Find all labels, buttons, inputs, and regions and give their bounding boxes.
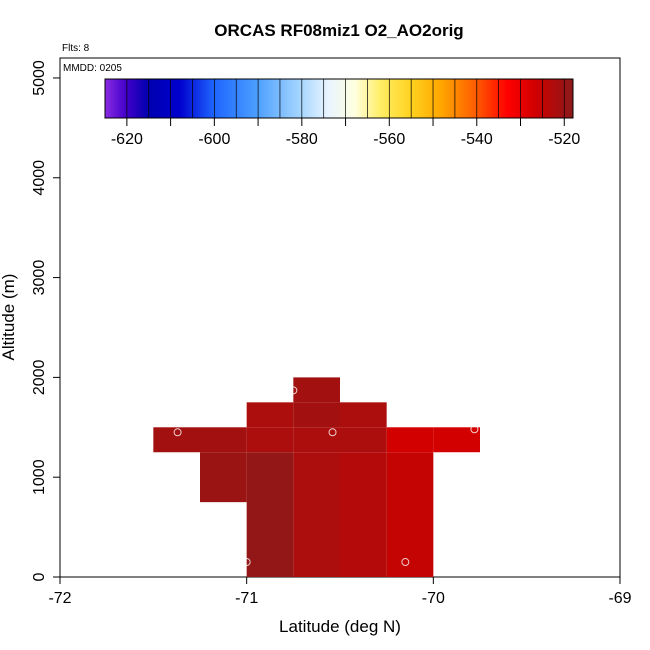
flight-point-marker xyxy=(289,386,298,395)
flight-points xyxy=(173,386,479,567)
y-tick-label: 4000 xyxy=(31,160,48,196)
colorbar-tick-label: -580 xyxy=(286,131,318,148)
heatmap-cell xyxy=(246,427,294,453)
heatmap-cell xyxy=(293,402,340,428)
y-tick-label: 0 xyxy=(31,572,48,581)
colorbar-gradient xyxy=(104,78,574,119)
x-tick-label: -72 xyxy=(48,590,71,607)
heatmap-cell xyxy=(293,427,340,453)
x-tick-label: -70 xyxy=(422,590,445,607)
y-axis-label: Altitude (m) xyxy=(0,274,18,361)
heatmap-cell xyxy=(340,452,387,577)
heatmap-cell xyxy=(386,452,434,577)
heatmap-cells xyxy=(153,377,480,577)
heatmap-cell xyxy=(200,427,247,453)
heatmap-cell xyxy=(340,427,387,453)
flight-point-marker xyxy=(242,558,251,567)
flight-point-marker xyxy=(328,428,337,437)
x-tick-label: -71 xyxy=(235,590,258,607)
heatmap-cell xyxy=(340,402,387,428)
y-tick-label: 2000 xyxy=(31,359,48,395)
heatmap-cell xyxy=(293,377,340,403)
colorbar-tick-label: -540 xyxy=(461,131,493,148)
colorbar-tick-label: -520 xyxy=(548,131,580,148)
colorbar: -620 -600 -580 -560 -540 -520 xyxy=(104,78,580,148)
colorbar-tick-label: -600 xyxy=(198,131,230,148)
chart-title: ORCAS RF08miz1 O2_AO2orig xyxy=(214,21,463,40)
flight-point-marker xyxy=(401,558,410,567)
y-tick-label: 5000 xyxy=(31,60,48,96)
flight-point-marker xyxy=(470,425,479,434)
heatmap-cell xyxy=(246,452,294,577)
x-tick-label: -69 xyxy=(608,590,631,607)
mmdd-label: MMDD: 0205 xyxy=(63,63,122,74)
heatmap-cell xyxy=(153,427,200,453)
heatmap-cell xyxy=(293,452,340,577)
flight-point-marker xyxy=(173,428,182,437)
heatmap-cell xyxy=(386,427,434,453)
heatmap-cell xyxy=(246,402,294,428)
flights-count-label: Flts: 8 xyxy=(62,43,90,54)
y-tick-label: 3000 xyxy=(31,260,48,296)
colorbar-tick-label: -560 xyxy=(373,131,405,148)
x-axis: -72 -71 -70 -69 xyxy=(48,577,632,607)
y-tick-label: 1000 xyxy=(31,459,48,495)
heatmap-cell xyxy=(200,452,247,503)
y-axis: 0 1000 2000 3000 4000 5000 xyxy=(31,60,60,581)
x-axis-label: Latitude (deg N) xyxy=(279,617,401,636)
colorbar-tick-label: -620 xyxy=(111,131,143,148)
heatmap-cell xyxy=(433,427,480,453)
